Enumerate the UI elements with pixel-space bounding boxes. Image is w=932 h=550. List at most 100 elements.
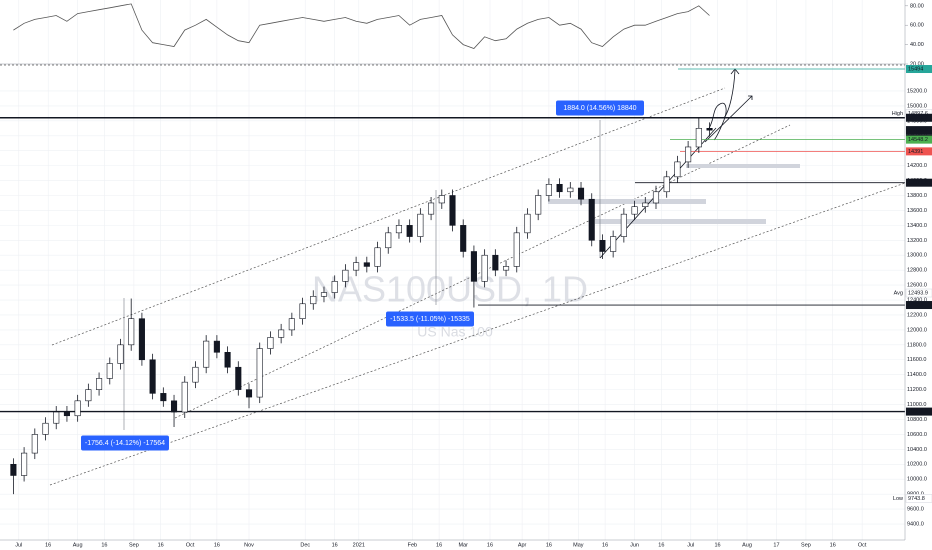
- candle-body: [642, 202, 649, 207]
- candle-body: [106, 363, 113, 379]
- candle-body: [406, 225, 413, 237]
- candle-body: [652, 191, 660, 204]
- zone: [595, 219, 766, 224]
- levels: [0, 68, 905, 413]
- candle-body: [267, 337, 274, 349]
- measure-label: -1756.4 (-14.12%) -17564: [85, 440, 165, 447]
- x-tick-label: Jul: [687, 542, 694, 548]
- candle-body: [170, 400, 178, 413]
- y-tick-label: 14200.0: [907, 163, 927, 169]
- candle-body: [320, 292, 328, 297]
- rsi-tick-label: 80.00: [910, 3, 924, 9]
- x-tick-label: 16: [602, 542, 608, 548]
- watermark-subtitle: US Nas 100: [417, 324, 493, 340]
- channel-upper: [51, 87, 726, 346]
- price-badge: [906, 126, 932, 135]
- candle-body: [42, 422, 49, 435]
- candle-body: [299, 303, 306, 319]
- x-tick-label: 16: [658, 542, 664, 548]
- candle-body: [567, 187, 574, 193]
- x-tick-label: 16: [830, 542, 836, 548]
- zone: [548, 199, 706, 204]
- price-badge: [905, 494, 932, 503]
- candle-body: [21, 452, 28, 476]
- candle-body: [138, 318, 145, 361]
- price-badge: [906, 135, 932, 144]
- candle-body: [235, 366, 242, 390]
- y-tick-label: 13600.0: [907, 208, 927, 214]
- y-tick-label: 10200.0: [907, 462, 927, 468]
- candle-body: [545, 183, 552, 196]
- candle-body: [331, 281, 338, 293]
- y-tick-label: 10800.0: [907, 417, 927, 423]
- candle-body: [128, 318, 135, 346]
- candle-body: [620, 213, 627, 237]
- candle-body: [524, 213, 531, 234]
- candle-body: [288, 318, 295, 331]
- overlay: 9400.09600.09800.010000.010200.010400.01…: [15, 65, 932, 548]
- arrow-head: [748, 95, 753, 100]
- price-badge-label: 12493.9: [908, 290, 928, 296]
- candle-body: [224, 351, 231, 368]
- candle-body: [160, 393, 167, 402]
- candle-body: [599, 239, 606, 252]
- candle-body: [610, 236, 617, 252]
- price-badge-label: 15494: [908, 66, 923, 72]
- x-tick-label: Nov: [244, 542, 254, 548]
- x-tick-label: 16: [715, 542, 721, 548]
- candle-body: [663, 176, 670, 193]
- price-badge: [906, 65, 932, 74]
- y-tick-label: 12800.0: [907, 268, 927, 274]
- y-tick-label: 12200.0: [907, 312, 927, 318]
- x-tick-label: 17: [773, 542, 779, 548]
- candle-body: [149, 359, 156, 394]
- x-tick-label: May: [573, 542, 584, 548]
- candle-body: [460, 225, 467, 252]
- price-badge: [905, 288, 932, 298]
- candle-body: [203, 340, 210, 368]
- price-badge: [906, 178, 932, 187]
- x-tick-label: Mar: [458, 542, 468, 548]
- price-badge-tag: Avg: [894, 290, 903, 296]
- x-tick-label: Jul: [15, 542, 22, 548]
- y-tick-label: 10000.0: [907, 477, 927, 483]
- y-tick-label: 11000.0: [907, 402, 926, 408]
- rsi-tick-label: 40.00: [910, 42, 924, 48]
- price-badge-label: 14675.9: [908, 128, 928, 134]
- x-tick-label: Aug: [742, 542, 752, 548]
- candle-body: [385, 232, 392, 249]
- candle-body: [310, 295, 317, 305]
- candle-body: [674, 161, 681, 178]
- candle-body: [588, 198, 595, 241]
- y-tick-label: 12400.0: [907, 297, 927, 303]
- candle-body: [706, 128, 713, 131]
- price-badge: [906, 301, 932, 310]
- price-badge-label: 12333: [908, 302, 923, 308]
- x-tick-label: 16: [101, 542, 107, 548]
- measure-box: [81, 435, 169, 451]
- x-tick-label: Aug: [73, 542, 83, 548]
- candle-body: [417, 213, 424, 237]
- arrow: [704, 95, 753, 143]
- x-tick-label: Sep: [801, 542, 811, 548]
- x-tick-label: 16: [546, 542, 552, 548]
- price-badge-tag: Low: [893, 496, 903, 502]
- watermark: NAS100USD, 1D: [312, 269, 588, 310]
- price-badge-label: 10905.8: [908, 409, 928, 415]
- x-tick-label: 16: [158, 542, 164, 548]
- rsi-line: [13, 3, 710, 49]
- candles: [10, 117, 713, 495]
- candle-body: [213, 340, 220, 353]
- rsi-tick-label: 60.00: [910, 23, 924, 29]
- candle-body: [363, 262, 370, 267]
- y-tick-label: 12600.0: [907, 283, 927, 289]
- x-tick-label: 16: [487, 542, 493, 548]
- candle-body: [577, 187, 585, 200]
- price-badge-label: 14841.2: [908, 115, 928, 121]
- x-tick-label: 16: [45, 542, 51, 548]
- candle-body: [353, 262, 360, 271]
- y-tick-label: 13400.0: [907, 223, 927, 229]
- price-badge-label: 14548.2: [908, 137, 928, 143]
- candle-body: [428, 202, 435, 215]
- arrow: [707, 102, 727, 141]
